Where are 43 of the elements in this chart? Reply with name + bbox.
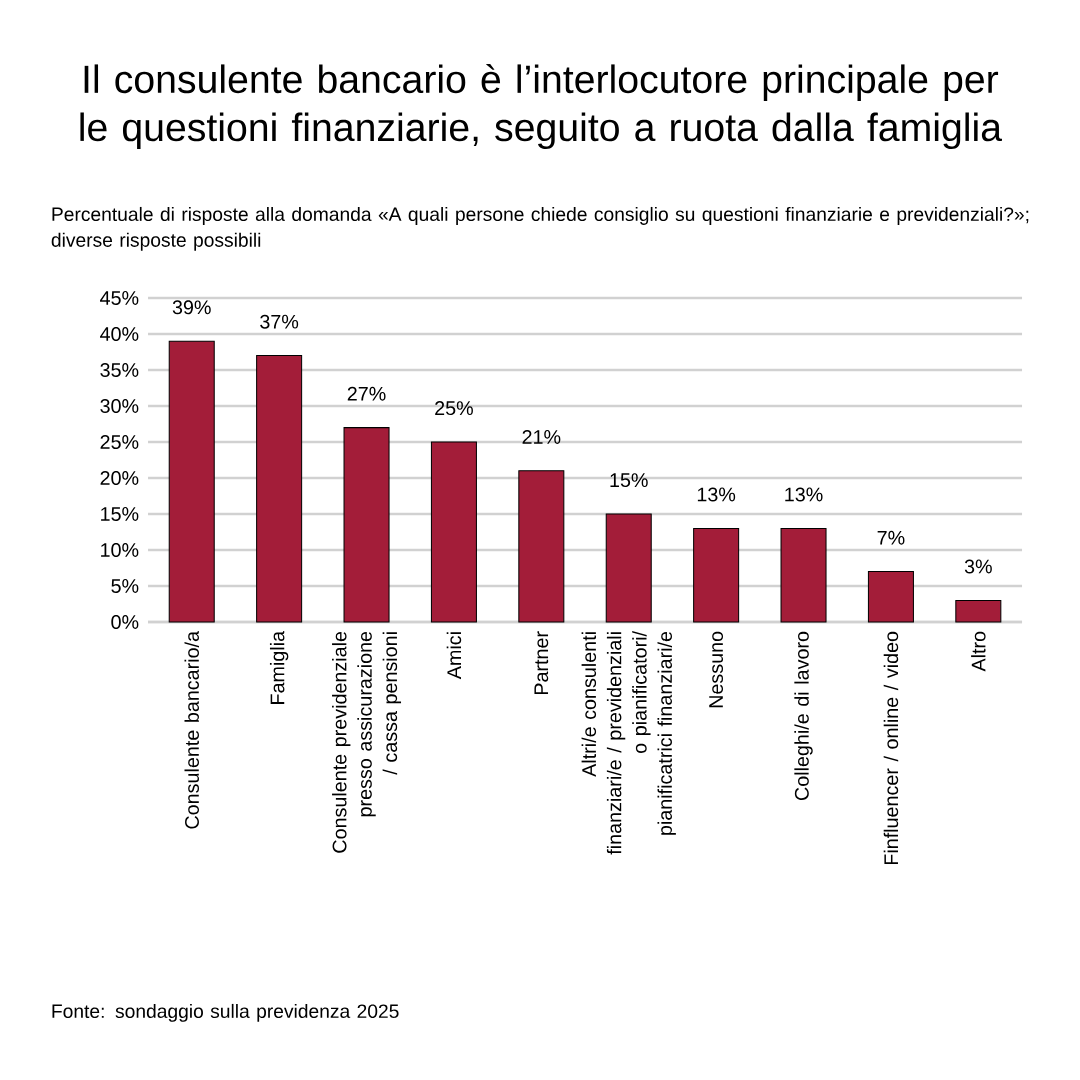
bar <box>693 527 740 623</box>
data-label: 39% <box>172 300 211 315</box>
y-tick-label: 5% <box>111 579 139 593</box>
data-label: 21% <box>522 429 561 444</box>
bar <box>168 340 215 623</box>
data-label: 13% <box>697 487 736 502</box>
source-note: Fonte: sondaggio sulla previdenza 2025 <box>52 1003 399 1022</box>
bar <box>780 527 827 623</box>
bar <box>518 470 565 623</box>
bar <box>867 571 914 623</box>
y-tick-label: 30% <box>100 399 139 414</box>
bar <box>605 513 652 623</box>
x-tick-label: Colleghi/e di lavoro <box>794 631 813 801</box>
bar <box>256 355 303 623</box>
y-tick-label: 15% <box>101 507 139 521</box>
bar <box>430 441 477 623</box>
y-tick-label: 45% <box>100 291 139 305</box>
bar <box>343 427 390 623</box>
x-tick-label: Altri/e consulenti finanziari/e / previdenziali o pianificatori/ pianificatrici finanziari/e <box>581 630 676 855</box>
data-label: 37% <box>260 314 299 329</box>
y-tick-label: 40% <box>100 327 139 342</box>
y-tick-label: 25% <box>100 435 139 450</box>
x-tick-label: Finfluencer / online / video <box>883 631 899 865</box>
y-tick-label: 20% <box>100 471 139 486</box>
bar <box>955 599 1002 623</box>
data-label: 27% <box>347 386 386 401</box>
x-tick-label: Consulente bancario/a <box>184 631 199 829</box>
data-label: 15% <box>610 473 648 488</box>
chart-title: Il consulente bancario è l’interlocutore principale per le questioni finanziarie, seguito a ruota dalla famiglia <box>80 63 1002 150</box>
x-tick-label: Altro <box>971 631 986 672</box>
data-label: 13% <box>785 487 823 502</box>
chart-subtitle: Percentuale di risposte alla domanda «A quali persone chiede consiglio su questioni finanziarie e previdenziali?»; diverse risposte possibili <box>51 206 1029 251</box>
x-tick-label: Amici <box>446 632 462 680</box>
data-label: 25% <box>435 401 473 416</box>
y-tick-label: 0% <box>111 615 139 629</box>
y-tick-label: 35% <box>100 363 139 378</box>
x-tick-label: Famiglia <box>269 630 289 704</box>
data-label: 3% <box>964 559 992 574</box>
y-tick-label: 10% <box>101 543 139 557</box>
data-label: 7% <box>877 530 905 545</box>
x-tick-label: Nessuno <box>709 631 724 708</box>
x-tick-label: Consulente previdenziale presso assicurazione / cassa pensioni <box>332 631 402 853</box>
x-tick-label: Partner <box>534 631 549 695</box>
